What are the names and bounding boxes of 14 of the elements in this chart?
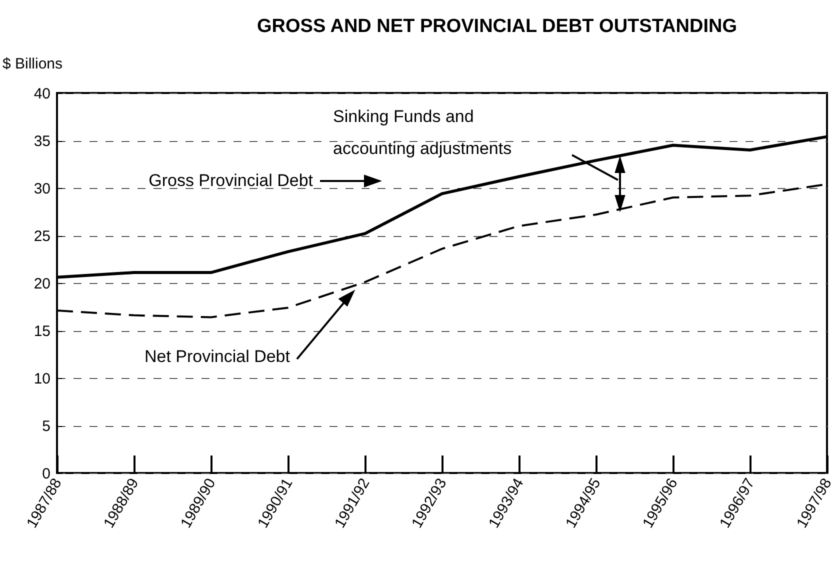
y-tick-label: 15 xyxy=(34,323,50,340)
y-tick-label: 0 xyxy=(42,466,50,482)
legend-label: Gross Provincial Debt xyxy=(148,171,314,190)
y-tick-label: 5 xyxy=(42,418,50,435)
y-tick-label: 25 xyxy=(34,228,50,245)
y-tick-label: 40 xyxy=(34,86,50,102)
annotation: Sinking Funds and accounting adjustments xyxy=(333,107,512,158)
y-axis-title: $ Billions xyxy=(2,56,63,72)
series-label: Net Provincial Debt xyxy=(144,347,290,366)
y-tick-label: 20 xyxy=(34,276,50,292)
y-tick-label: 10 xyxy=(34,370,50,388)
y-tick-label: 35 xyxy=(34,133,50,150)
y-tick-label: 30 xyxy=(34,180,50,198)
chart-title: GROSS AND NET PROVINCIAL DEBT OUTSTANDING xyxy=(257,16,737,37)
